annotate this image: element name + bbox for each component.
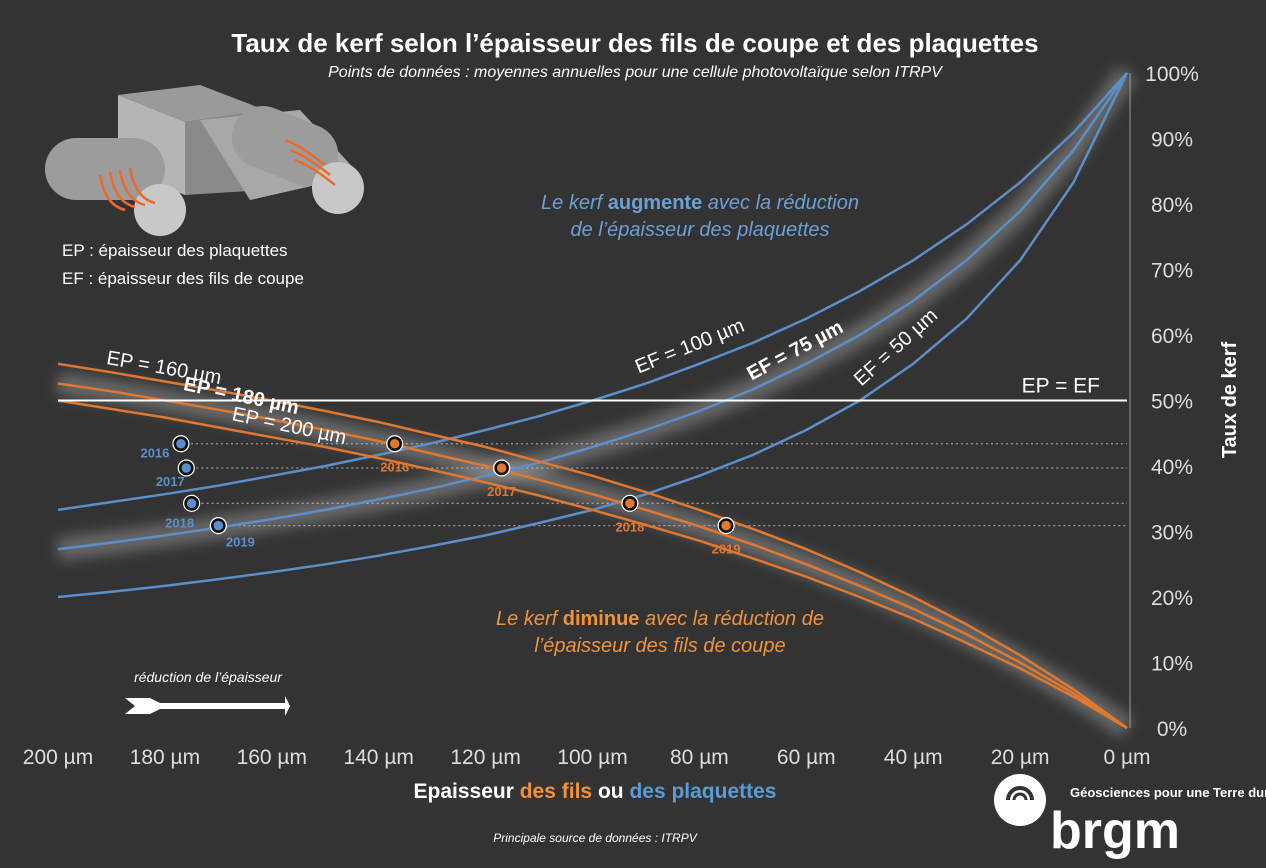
- data-point: [173, 436, 189, 451]
- legend-text: EF : épaisseur des fils de coupe: [62, 269, 304, 288]
- point-label: 2016: [140, 446, 169, 461]
- x-tick-label: 40 µm: [884, 746, 943, 769]
- annotation-text: Le kerf: [496, 608, 563, 630]
- point-label: 2019: [712, 542, 741, 557]
- plot: 0% 10% 20% 30% 40% 50% 60% 70% 80% 90% 100% 200 µm 1…: [23, 63, 1199, 769]
- x-tick-label: 100 µm: [557, 746, 627, 769]
- x-tick-label: 60 µm: [777, 746, 836, 769]
- point-label: 2017: [487, 484, 516, 499]
- y-tick-label: 70%: [1151, 260, 1193, 283]
- y-tick-label: 30%: [1151, 522, 1193, 545]
- data-point: [211, 518, 226, 533]
- data-point-ring: [209, 517, 227, 535]
- arrow-label: réduction de l’épaisseur: [134, 669, 283, 685]
- x-tick-label: 200 µm: [23, 746, 93, 769]
- data-point: [387, 436, 402, 451]
- y-tick-label: 100%: [1145, 63, 1199, 86]
- x-tick-label: 180 µm: [130, 746, 200, 769]
- x-tick-label: 160 µm: [237, 746, 307, 769]
- x-label-part: des plaquettes: [629, 780, 776, 803]
- point-label: 2018: [165, 515, 194, 530]
- data-point-ring: [177, 459, 195, 477]
- chart-subtitle: Points de données : moyennes annuelles p…: [328, 64, 943, 81]
- source: Principale source de données : ITRPV: [493, 831, 697, 845]
- point-label: 2018: [615, 519, 644, 534]
- y-tick-label: 60%: [1151, 325, 1193, 348]
- annotation-text: de l’épaisseur des plaquettes: [570, 219, 830, 241]
- logo: brgm Géosciences pour une Terre durable: [994, 774, 1266, 860]
- x-axis-label: Epaisseur des fils ou des plaquettes: [414, 780, 777, 803]
- y-tick-label: 80%: [1151, 194, 1193, 217]
- line-label: EF = 100 µm: [632, 315, 747, 379]
- x-label-part: Epaisseur: [414, 780, 520, 803]
- data-point-ring: [183, 494, 201, 512]
- annotation-text: Le kerf: [541, 192, 608, 214]
- y-tick-label: 10%: [1151, 653, 1193, 676]
- y-axis-label: Taux de kerf: [1219, 341, 1241, 458]
- annotation-text: l’épaisseur des fils de coupe: [534, 635, 786, 657]
- illustration: [45, 85, 364, 236]
- data-point-ring: [621, 494, 639, 512]
- reference-label: EP = EF: [1022, 375, 1100, 398]
- y-tick-label: 90%: [1151, 129, 1193, 152]
- y-tick-label: 40%: [1151, 456, 1193, 479]
- data-point-ring: [717, 517, 735, 535]
- annotation-text: augmente: [607, 192, 703, 214]
- data-point: [184, 496, 199, 511]
- line: [57, 399, 1128, 730]
- x-tick-label: 120 µm: [450, 746, 520, 769]
- x-label-part: des fils: [520, 780, 592, 803]
- logo-name: brgm: [1050, 802, 1180, 860]
- x-label-part: ou: [592, 780, 629, 803]
- annotation-text: avec la réduction: [702, 192, 859, 214]
- line: [57, 362, 1128, 730]
- data-point: [494, 460, 509, 476]
- annotation-text: diminue: [562, 608, 640, 630]
- point-label: 2019: [226, 535, 255, 550]
- line: [57, 72, 1129, 551]
- data-point: [622, 496, 638, 511]
- y-tick-label: 50%: [1151, 391, 1193, 414]
- arrow: [125, 696, 290, 716]
- y-tick-label: 0%: [1157, 718, 1187, 741]
- logo-tagline: Géosciences pour une Terre durable: [1070, 785, 1266, 800]
- data-point: [179, 460, 194, 476]
- data-point: [718, 518, 734, 533]
- legend-text: EP : épaisseur des plaquettes: [62, 241, 288, 260]
- x-tick-label: 0 µm: [1103, 746, 1150, 769]
- point-label: 2016: [380, 460, 409, 475]
- x-tick-label: 20 µm: [991, 746, 1050, 769]
- y-tick-label: 20%: [1151, 587, 1193, 610]
- annotation: Le kerf augmente avec la réduction de l’…: [470, 190, 930, 244]
- data-point-ring: [386, 435, 404, 453]
- point-label: 2017: [156, 474, 185, 489]
- x-tick-label: 80 µm: [670, 746, 729, 769]
- line: [57, 382, 1128, 730]
- data-point-ring: [493, 459, 511, 477]
- x-tick-label: 140 µm: [343, 746, 413, 769]
- annotation: Le kerf diminue avec la réduction de l’é…: [430, 606, 890, 660]
- annotation-text: avec la réduction de: [639, 608, 824, 630]
- data-point-ring: [172, 435, 190, 453]
- chart-title: Taux de kerf selon l’épaisseur des fils …: [231, 28, 1038, 58]
